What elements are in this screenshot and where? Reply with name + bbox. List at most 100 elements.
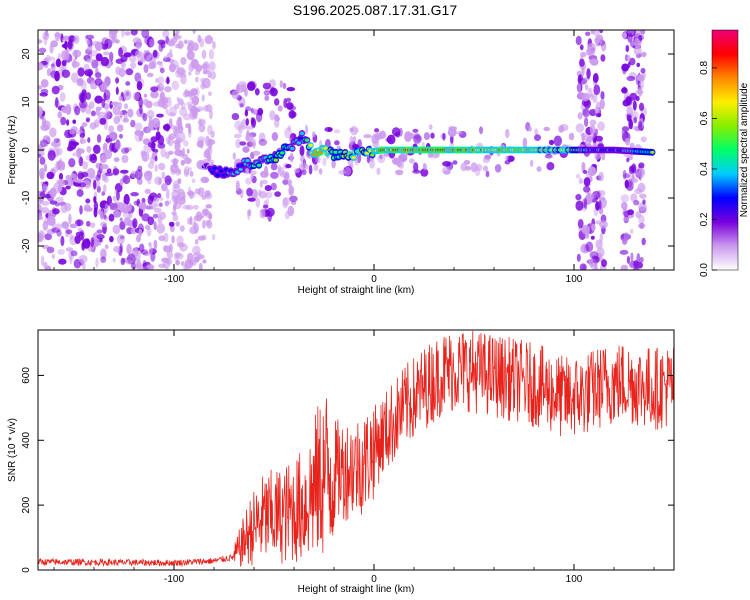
spectrogram-cell	[211, 233, 216, 241]
spectrogram-cell	[587, 166, 597, 177]
spectrogram-cell	[333, 129, 341, 134]
spectrogram-cell	[145, 100, 153, 109]
spectrogram-cell	[69, 254, 73, 265]
spectrogram-cell	[149, 246, 153, 255]
spectrogram-cell	[61, 106, 70, 114]
spectrogram-cell	[113, 209, 122, 218]
spectrogram-cell	[264, 95, 270, 101]
spectrogram-cell	[101, 98, 106, 108]
spectrogram-cell	[282, 197, 289, 209]
spectrogram-cell	[195, 211, 203, 222]
spectrogram-cell	[172, 183, 181, 193]
spectrogram-cell	[119, 217, 123, 222]
spectrogram-cell	[583, 185, 590, 193]
spectrogram-cell	[179, 225, 185, 232]
spectrogram-cell	[60, 235, 65, 247]
spectrogram-cell	[270, 163, 278, 171]
spectrogram-cell	[394, 131, 401, 138]
spectrogram-cell	[623, 216, 629, 222]
spectrogram-cell	[55, 97, 59, 108]
spectrogram-cell	[252, 138, 256, 149]
spectrogram-cell	[592, 73, 599, 83]
spectrogram-cell	[105, 134, 110, 144]
spectrogram-cell	[578, 178, 584, 185]
spectrogram-cell	[192, 257, 197, 266]
spectrogram-cell	[50, 40, 58, 48]
spectrogram-cell	[175, 259, 181, 266]
spectrogram-cell	[112, 105, 121, 116]
spectrogram-cell	[67, 39, 73, 50]
spectrogram-cell	[464, 166, 472, 171]
spectrogram-cell	[96, 229, 103, 234]
spectrogram-cell	[80, 136, 84, 145]
spectrogram-cell	[626, 55, 631, 62]
spectrogram-cell	[123, 217, 132, 226]
spectrogram-cell	[104, 172, 114, 177]
spectrogram-cell	[270, 182, 277, 191]
spectrogram-cell	[123, 89, 132, 101]
spectrogram-cell	[175, 43, 182, 49]
spectrogram-cell	[143, 49, 148, 58]
spectrogram-cell	[269, 110, 276, 121]
spectrogram-cell	[203, 105, 209, 112]
spectrogram-cell	[596, 247, 605, 258]
ridge-core	[219, 169, 224, 173]
spectrogram-cell	[377, 154, 386, 164]
spectrogram-cell	[641, 237, 646, 246]
spectrogram-cell	[65, 185, 71, 190]
spectrogram-cell	[638, 34, 644, 41]
spectrogram-cell	[142, 265, 147, 270]
spectrogram-cell	[99, 117, 107, 125]
bottom-x-axis-label: Height of straight line (km)	[298, 584, 415, 595]
spectrogram-cell	[130, 119, 136, 128]
spectrogram-cell	[159, 202, 163, 207]
spectrogram-cell	[245, 118, 249, 126]
spectrogram-cell	[83, 180, 92, 189]
spectrogram-cell	[352, 136, 357, 143]
spectrogram-cell	[146, 128, 150, 133]
spectrogram-cell	[108, 213, 115, 222]
spectrogram-cell	[546, 162, 555, 171]
spectrogram-cell	[624, 137, 631, 146]
spectrogram-cell	[637, 40, 642, 47]
spectrogram-cell	[55, 223, 63, 230]
spectrogram-cell	[275, 116, 281, 122]
colorbar-tick-label: 0.4	[699, 162, 710, 176]
snr-series-line	[38, 330, 674, 568]
spectrogram-cell	[157, 39, 166, 45]
spectrogram-cell	[180, 101, 186, 111]
spectrogram-cell	[125, 81, 131, 86]
spectrogram-cell	[99, 210, 104, 220]
spectrogram-cell	[157, 76, 165, 85]
spectrogram-cell	[103, 176, 109, 183]
spectrogram-cell	[81, 122, 88, 127]
spectrogram-cell	[151, 202, 157, 210]
spectrogram-cell	[85, 92, 92, 100]
snr-frame	[37, 329, 675, 571]
spectrogram-cell	[141, 213, 150, 222]
spectrogram-cell	[38, 39, 43, 44]
spectrogram-cell	[244, 87, 248, 97]
spectrogram-cell	[71, 172, 75, 179]
spectrogram-cell	[251, 108, 258, 115]
spectrogram-cell	[269, 87, 278, 97]
spectrogram-cell	[72, 49, 82, 58]
spectrogram-cell	[505, 128, 510, 139]
spectrogram-cell	[250, 117, 255, 125]
spectrogram-cell	[81, 241, 86, 251]
y-tick-label: 10	[21, 96, 32, 108]
spectrogram-cell	[576, 83, 582, 93]
spectrogram-cell	[199, 139, 204, 149]
spectrogram-cell	[423, 132, 430, 141]
spectrogram-cell	[599, 232, 603, 243]
spectrogram-cell	[504, 159, 511, 165]
spectrogram-cell	[100, 248, 107, 260]
spectrogram-cell	[59, 92, 66, 102]
ridge-core	[650, 150, 655, 154]
spectrogram-cell	[95, 53, 103, 62]
spectrogram-cell	[313, 163, 319, 172]
spectrogram-cell	[144, 224, 151, 230]
spectrogram-cell	[599, 30, 603, 34]
spectrogram-cell	[42, 220, 49, 231]
spectrogram-cell	[146, 109, 155, 119]
